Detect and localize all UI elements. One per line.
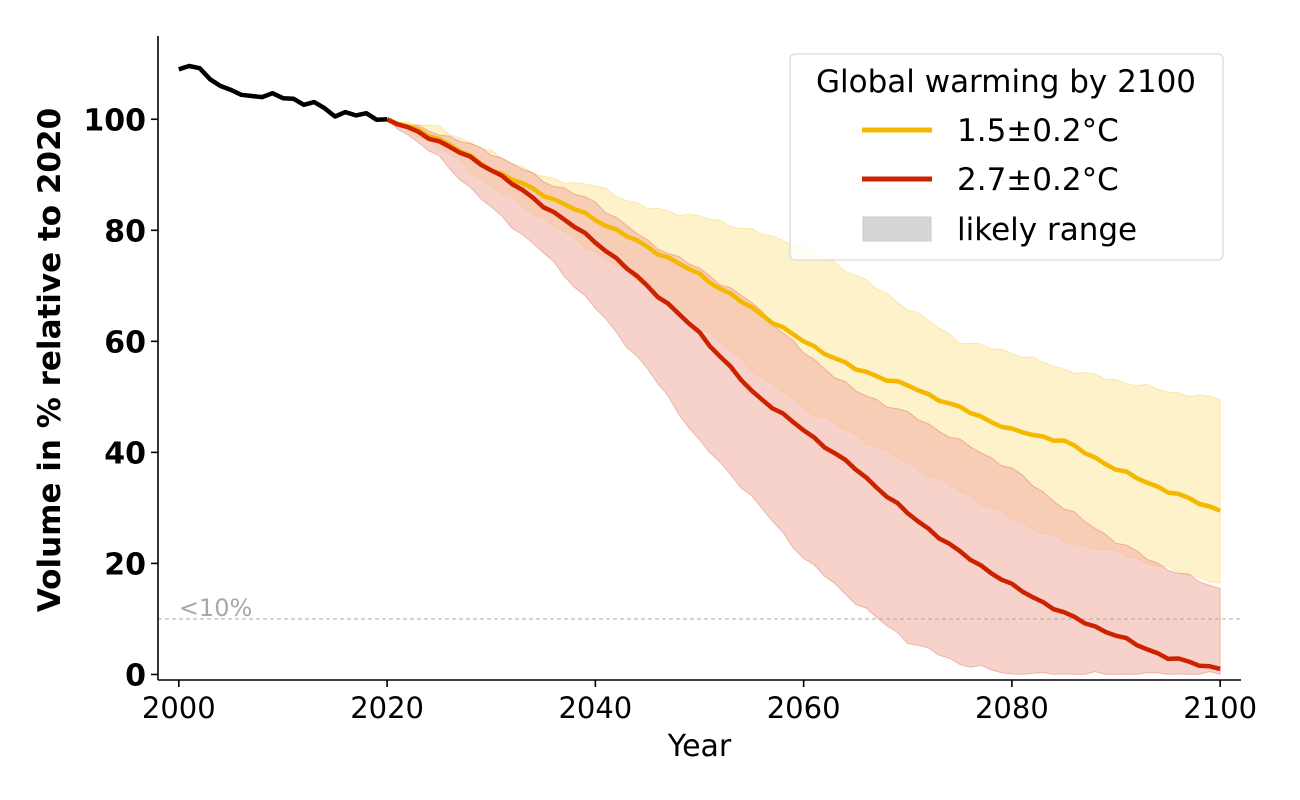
y-tick-label: 80 <box>104 214 146 249</box>
likely-range-bands <box>385 118 1221 676</box>
threshold-label: <10% <box>179 594 252 622</box>
x-tick-label: 2020 <box>350 691 424 725</box>
series-line-2p7 <box>386 117 1221 672</box>
legend-box <box>789 53 1224 261</box>
legend: Global warming by 2100 1.5±0.2°C 2.7±0.2… <box>789 53 1224 261</box>
x-tick-label: 2040 <box>558 691 632 725</box>
legend-title: Global warming by 2100 <box>816 64 1196 100</box>
y-ticks: 0 20 40 60 80 100 <box>83 103 158 693</box>
y-tick-label: 0 <box>125 658 146 693</box>
series-line-1p5 <box>386 117 1222 513</box>
x-tick-label: 2000 <box>142 691 216 725</box>
x-tick-label: 2060 <box>767 691 841 725</box>
legend-swatch-likely-range <box>862 216 932 242</box>
likely-range-band-2p7 <box>385 118 1221 676</box>
legend-label-2p7: 2.7±0.2°C <box>957 162 1119 198</box>
x-ticks: 2000 2020 2040 2060 2080 2100 <box>142 680 1257 725</box>
axes <box>157 36 1241 681</box>
y-axis-label: Volume in % relative to 2020 <box>32 108 68 612</box>
y-tick-label: 20 <box>104 547 146 582</box>
y-tick-label: 60 <box>104 325 146 360</box>
x-axis-label: Year <box>667 729 732 764</box>
x-tick-label: 2100 <box>1183 691 1257 725</box>
series-lines <box>178 63 1222 672</box>
series-historical <box>178 63 388 123</box>
legend-label-likely-range: likely range <box>957 212 1137 248</box>
x-tick-label: 2080 <box>975 691 1049 725</box>
legend-label-1p5: 1.5±0.2°C <box>957 113 1119 149</box>
y-tick-label: 40 <box>104 436 146 471</box>
y-tick-label: 100 <box>83 103 146 138</box>
